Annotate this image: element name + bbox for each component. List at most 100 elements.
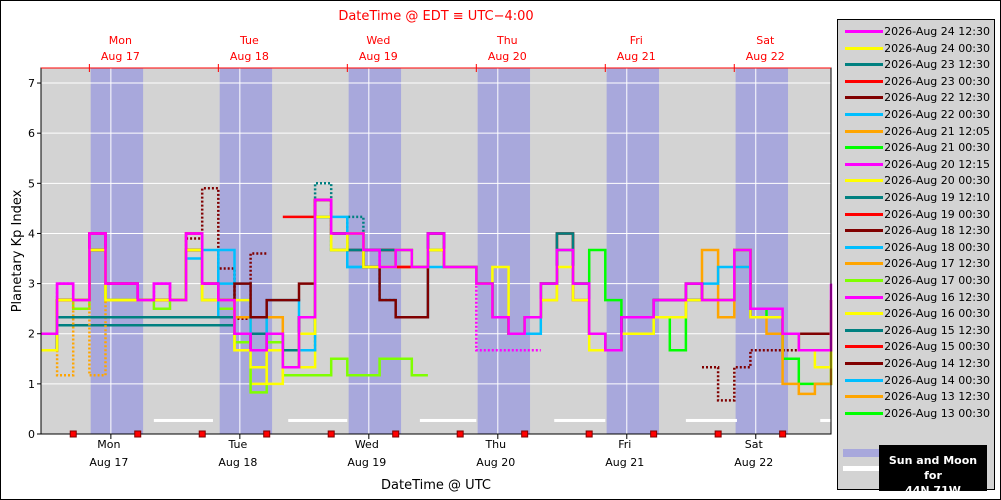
night-band [606,68,660,434]
moon-bar [288,418,348,422]
bottom-weekday-label: Tue [227,438,247,451]
legend-swatch [845,295,883,299]
red-square-marker [392,430,400,438]
top-date-label: Aug 21 [617,50,656,63]
red-square-marker [134,430,142,438]
y-tick-label: 6 [28,127,35,140]
legend-item: 2026-Aug 19 00:30 [838,207,996,224]
legend-label: 2026-Aug 17 12:30 [884,257,990,271]
legend-item: 2026-Aug 23 12:30 [838,57,996,74]
bottom-axis: Mon Aug 17 Tue Aug 18 Wed Aug 19 Thu Aug 20 Fri A… [69,430,787,469]
sun-legend-swatch [843,449,881,457]
legend-label: 2026-Aug 21 00:30 [884,141,990,155]
top-weekday-label: Tue [239,34,259,47]
legend-item: 2026-Aug 14 12:30 [838,356,996,373]
legend-swatch [845,96,883,100]
legend-item: 2026-Aug 24 00:30 [838,41,996,58]
legend-item: 2026-Aug 22 00:30 [838,107,996,124]
moon-bar [820,418,831,422]
legend-item: 2026-Aug 24 12:30 [838,24,996,41]
y-tick-label: 5 [28,177,35,190]
legend-swatch [845,79,883,83]
legend-item: 2026-Aug 13 12:30 [838,389,996,406]
y-axis: 0 1 2 3 4 5 6 7 [28,77,41,441]
moon-legend-swatch [843,466,881,471]
legend-swatch [845,196,883,199]
legend-item: 2026-Aug 18 00:30 [838,240,996,257]
legend-swatch [845,312,883,316]
y-tick-label: 0 [28,428,35,441]
legend-label: 2026-Aug 14 00:30 [884,373,990,387]
legend-label: 2026-Aug 21 12:05 [884,124,990,138]
top-axis: Mon Aug 17 Tue Aug 18 Wed Aug 19 Thu Aug 20 Fri A… [88,34,785,72]
legend-label: 2026-Aug 18 00:30 [884,240,990,254]
legend-item: 2026-Aug 21 12:05 [838,124,996,141]
legend-item: 2026-Aug 13 00:30 [838,406,996,423]
legend-item: 2026-Aug 20 12:15 [838,157,996,174]
top-date-label: Aug 20 [488,50,527,63]
legend-item: 2026-Aug 15 00:30 [838,339,996,356]
legend: 2026-Aug 24 12:30 2026-Aug 24 00:30 2026-A… [837,19,995,490]
bottom-weekday-label: Fri [618,438,631,451]
legend-label: 2026-Aug 13 00:30 [884,406,990,420]
x-axis-label: DateTime @ UTC [381,478,491,493]
sun-moon-label: Sun and Moon for 44N 71W [879,445,987,497]
bottom-date-label: Aug 19 [347,456,386,469]
legend-label: 2026-Aug 13 12:30 [884,390,990,404]
series-line [41,323,235,352]
sun-moon-location: 44N 71W [905,484,961,497]
legend-item: 2026-Aug 14 00:30 [838,373,996,390]
y-tick-label: 4 [28,227,35,240]
legend-label: 2026-Aug 15 00:30 [884,340,990,354]
top-weekday-label: Wed [366,34,390,47]
legend-item: 2026-Aug 21 00:30 [838,140,996,157]
legend-item: 2026-Aug 22 12:30 [838,90,996,107]
bottom-date-label: Aug 22 [734,456,773,469]
legend-label: 2026-Aug 15 12:30 [884,323,990,337]
legend-item: 2026-Aug 18 12:30 [838,223,996,240]
red-square-marker [521,430,529,438]
legend-label: 2026-Aug 19 12:10 [884,191,990,204]
bottom-date-label: Aug 20 [476,456,515,469]
legend-swatch [845,46,883,50]
legend-label: 2026-Aug 20 00:30 [884,174,990,188]
legend-swatch [845,179,883,183]
red-square-marker [779,430,787,438]
top-date-label: Aug 17 [101,50,140,63]
top-date-label: Aug 18 [230,50,269,63]
legend-label: 2026-Aug 22 12:30 [884,91,990,105]
bottom-weekday-label: Wed [355,438,379,451]
bottom-date-label: Aug 21 [605,456,644,469]
legend-swatch [845,129,883,133]
red-square-marker [650,430,658,438]
y-axis-label: Planetary Kp Index [10,189,25,312]
legend-swatch [845,63,883,67]
top-date-label: Aug 22 [746,50,785,63]
red-square-marker [198,430,206,438]
legend-label: 2026-Aug 24 12:30 [884,25,990,38]
bottom-date-label: Aug 18 [218,456,257,469]
red-square-marker [714,430,722,438]
legend-swatch [845,229,883,233]
legend-item: 2026-Aug 23 00:30 [838,74,996,91]
legend-swatch [845,345,883,349]
top-weekday-label: Sat [756,34,775,47]
series-line [41,198,833,369]
red-square-marker [585,430,593,438]
legend-swatch [845,378,883,382]
legend-item: 2026-Aug 17 00:30 [838,273,996,290]
legend-label: 2026-Aug 20 12:15 [884,157,990,171]
legend-swatch [845,212,883,216]
moon-bars [153,418,831,422]
top-date-label: Aug 19 [359,50,398,63]
legend-label: 2026-Aug 16 12:30 [884,290,990,304]
sun-moon-title: Sun and Moon for [888,454,978,482]
legend-label: 2026-Aug 24 00:30 [884,41,990,55]
top-weekday-label: Thu [496,34,518,47]
top-weekday-label: Mon [109,34,132,47]
bottom-weekday-label: Mon [97,438,120,451]
moon-bar [685,418,737,422]
legend-swatch [845,411,883,415]
legend-label: 2026-Aug 16 00:30 [884,307,990,321]
legend-swatch [845,395,883,399]
